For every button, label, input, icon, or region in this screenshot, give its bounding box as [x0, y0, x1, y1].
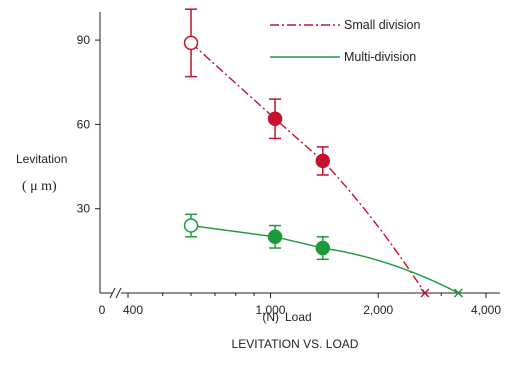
y-tick-label: 30 — [77, 202, 91, 216]
y-tick-label: 60 — [77, 117, 91, 131]
x-axis-title: Load — [285, 310, 312, 324]
legend: Small division Multi-division — [270, 18, 420, 64]
chart-caption: LEVITATION VS. LOAD — [232, 337, 359, 351]
data-point — [183, 35, 199, 51]
series-multi-division — [183, 213, 463, 298]
axes: 30 60 90 0 400 1,000 2,000 4,000 — [77, 12, 501, 317]
x-tick-label: 2,000 — [363, 303, 393, 317]
legend-label: Small division — [344, 18, 420, 32]
end-marker — [420, 288, 430, 298]
legend-label: Multi-division — [344, 50, 416, 64]
y-axis-unit: ( μ m) — [22, 179, 57, 194]
series-layer — [183, 8, 463, 298]
data-point — [315, 153, 331, 169]
axis-break-mark-1 — [109, 287, 116, 299]
data-point — [183, 218, 199, 233]
x-tick-label: 400 — [123, 303, 143, 317]
x-tick-label: 0 — [99, 303, 106, 317]
data-point — [267, 229, 283, 245]
x-tick-label: 1,000 — [255, 303, 285, 317]
data-point — [315, 240, 331, 256]
x-tick-label: 4,000 — [471, 303, 501, 317]
end-marker — [453, 288, 463, 298]
y-axis-title: Levitation — [16, 152, 67, 166]
axis-break-mark-2 — [115, 287, 122, 299]
y-tick-label: 90 — [77, 33, 91, 47]
data-point — [267, 111, 283, 127]
x-axis-unit: (N) — [262, 310, 279, 324]
series-line — [190, 42, 426, 294]
